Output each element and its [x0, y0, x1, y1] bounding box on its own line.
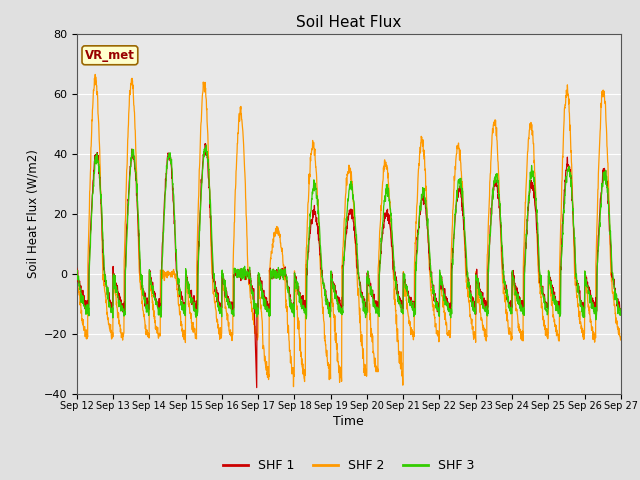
Legend: SHF 1, SHF 2, SHF 3: SHF 1, SHF 2, SHF 3: [218, 455, 479, 477]
Title: Soil Heat Flux: Soil Heat Flux: [296, 15, 401, 30]
X-axis label: Time: Time: [333, 415, 364, 429]
Text: VR_met: VR_met: [85, 49, 135, 62]
Y-axis label: Soil Heat Flux (W/m2): Soil Heat Flux (W/m2): [26, 149, 40, 278]
